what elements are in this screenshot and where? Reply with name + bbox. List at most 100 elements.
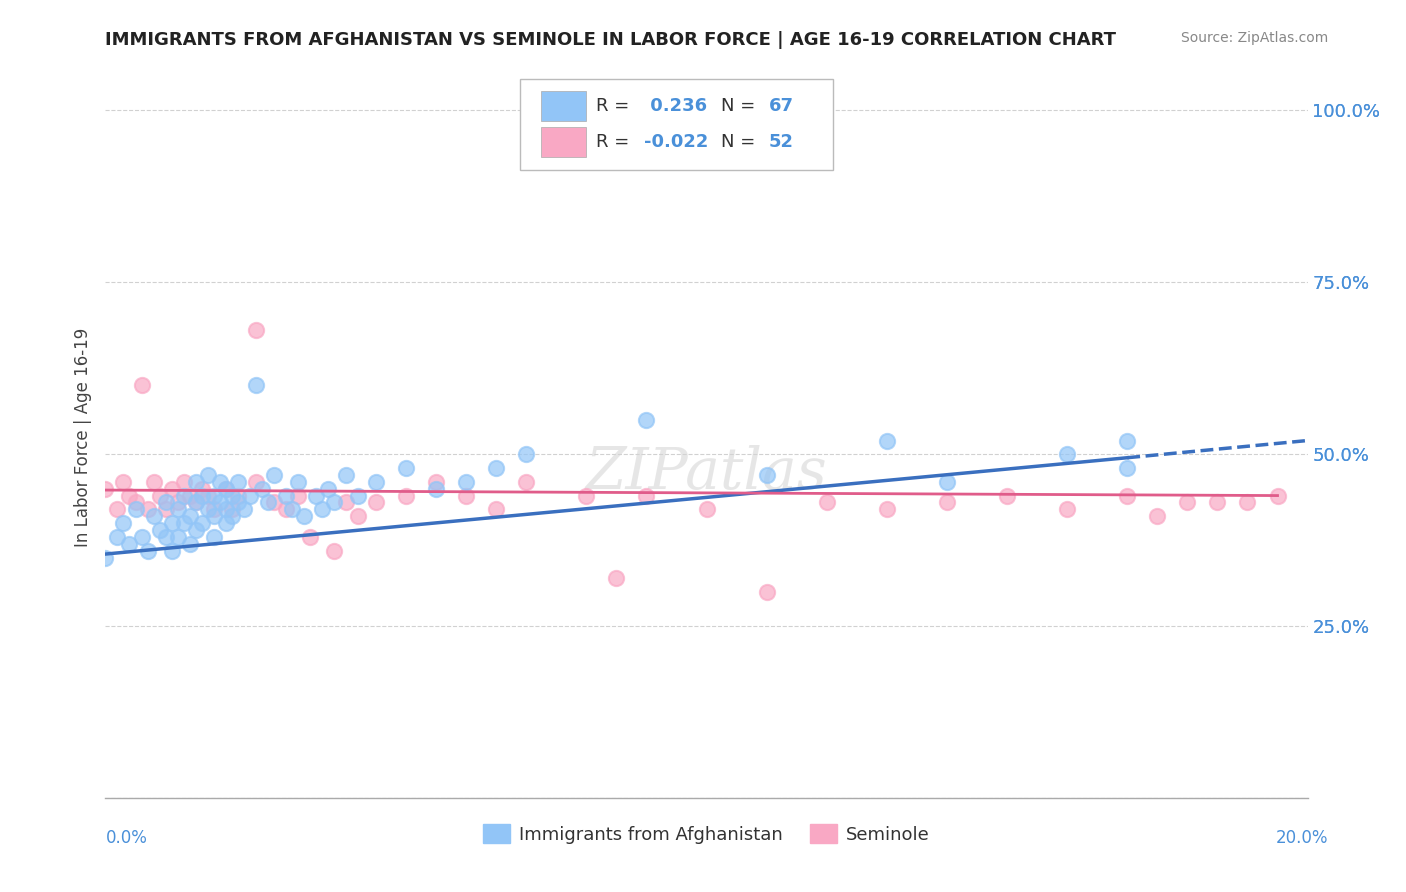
Point bbox=[281, 502, 304, 516]
Text: -0.022: -0.022 bbox=[644, 133, 709, 152]
Point bbox=[322, 495, 344, 509]
Point bbox=[515, 447, 537, 461]
Point bbox=[263, 467, 285, 482]
Point bbox=[1236, 495, 1258, 509]
Text: N =: N = bbox=[721, 133, 761, 152]
Point bbox=[1056, 447, 1078, 461]
Point bbox=[124, 495, 146, 509]
Point bbox=[292, 509, 315, 524]
Point bbox=[245, 475, 267, 489]
Point bbox=[136, 543, 159, 558]
Point bbox=[197, 502, 219, 516]
Point bbox=[347, 509, 370, 524]
Point bbox=[190, 489, 212, 503]
Point bbox=[118, 537, 141, 551]
Point bbox=[184, 523, 207, 537]
Point bbox=[184, 495, 207, 509]
FancyBboxPatch shape bbox=[520, 79, 832, 169]
Text: 0.236: 0.236 bbox=[644, 97, 707, 115]
Point bbox=[245, 378, 267, 392]
Text: 52: 52 bbox=[769, 133, 794, 152]
Point bbox=[995, 489, 1018, 503]
Y-axis label: In Labor Force | Age 16-19: In Labor Force | Age 16-19 bbox=[73, 327, 91, 547]
Point bbox=[118, 489, 141, 503]
FancyBboxPatch shape bbox=[541, 128, 586, 158]
Point bbox=[575, 489, 598, 503]
Point bbox=[605, 571, 627, 585]
Point bbox=[395, 489, 418, 503]
Legend: Immigrants from Afghanistan, Seminole: Immigrants from Afghanistan, Seminole bbox=[484, 824, 929, 844]
Point bbox=[202, 530, 225, 544]
Point bbox=[179, 509, 201, 524]
Point bbox=[142, 475, 165, 489]
Point bbox=[232, 502, 254, 516]
Point bbox=[287, 489, 309, 503]
Point bbox=[160, 543, 183, 558]
Point bbox=[160, 482, 183, 496]
Point bbox=[239, 489, 262, 503]
Point bbox=[160, 516, 183, 530]
Point bbox=[221, 509, 243, 524]
Point bbox=[335, 495, 357, 509]
Point bbox=[305, 489, 328, 503]
Text: 0.0%: 0.0% bbox=[105, 829, 148, 847]
Point bbox=[202, 489, 225, 503]
Text: IMMIGRANTS FROM AFGHANISTAN VS SEMINOLE IN LABOR FORCE | AGE 16-19 CORRELATION C: IMMIGRANTS FROM AFGHANISTAN VS SEMINOLE … bbox=[105, 31, 1116, 49]
Point bbox=[184, 475, 207, 489]
Point bbox=[214, 482, 236, 496]
Point bbox=[1146, 509, 1168, 524]
Point bbox=[94, 550, 117, 565]
Point bbox=[425, 475, 447, 489]
Point bbox=[485, 461, 508, 475]
Point bbox=[190, 516, 212, 530]
Point bbox=[112, 516, 135, 530]
Point bbox=[155, 502, 177, 516]
Point bbox=[208, 495, 231, 509]
Text: 20.0%: 20.0% bbox=[1277, 829, 1329, 847]
Text: Source: ZipAtlas.com: Source: ZipAtlas.com bbox=[1181, 31, 1329, 45]
Point bbox=[636, 413, 658, 427]
Point bbox=[316, 482, 339, 496]
Point bbox=[696, 502, 718, 516]
Point bbox=[1267, 489, 1289, 503]
Point bbox=[226, 495, 249, 509]
Text: 67: 67 bbox=[769, 97, 794, 115]
Point bbox=[636, 489, 658, 503]
Point bbox=[221, 502, 243, 516]
Point bbox=[1056, 502, 1078, 516]
Point bbox=[142, 509, 165, 524]
Point bbox=[936, 495, 959, 509]
Point bbox=[197, 467, 219, 482]
Point bbox=[107, 502, 129, 516]
Point bbox=[1116, 489, 1139, 503]
Point bbox=[155, 530, 177, 544]
Point bbox=[148, 489, 170, 503]
Point bbox=[214, 516, 236, 530]
Text: R =: R = bbox=[596, 97, 636, 115]
Point bbox=[173, 475, 195, 489]
Point bbox=[166, 502, 188, 516]
Point bbox=[335, 467, 357, 482]
Point bbox=[876, 502, 898, 516]
Point bbox=[197, 489, 219, 503]
Point bbox=[256, 495, 278, 509]
Point bbox=[250, 482, 273, 496]
Point bbox=[202, 502, 225, 516]
Point bbox=[298, 530, 321, 544]
Point bbox=[221, 489, 243, 503]
Point bbox=[515, 475, 537, 489]
Point bbox=[173, 489, 195, 503]
Point bbox=[136, 502, 159, 516]
Point bbox=[263, 495, 285, 509]
Point bbox=[274, 489, 297, 503]
Point bbox=[347, 489, 370, 503]
Point bbox=[166, 530, 188, 544]
Point bbox=[107, 530, 129, 544]
FancyBboxPatch shape bbox=[541, 91, 586, 121]
Point bbox=[322, 543, 344, 558]
Point bbox=[131, 530, 153, 544]
Point bbox=[179, 537, 201, 551]
Point bbox=[456, 475, 478, 489]
Text: R =: R = bbox=[596, 133, 636, 152]
Point bbox=[148, 523, 170, 537]
